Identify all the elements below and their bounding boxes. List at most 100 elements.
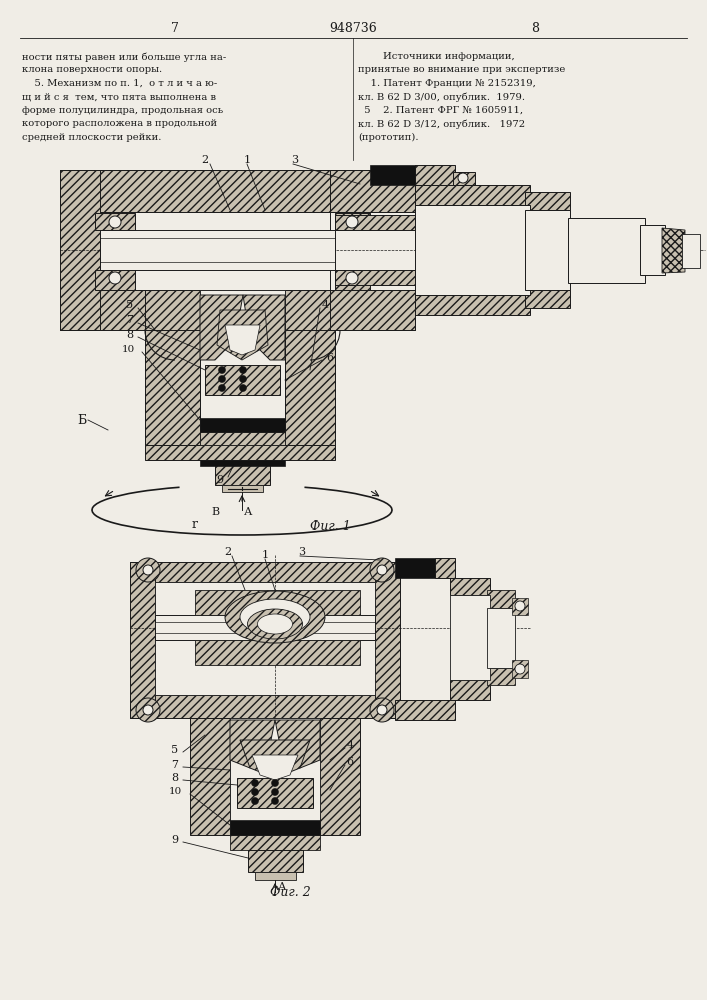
Text: Источники информации,: Источники информации, [358, 52, 515, 61]
Polygon shape [512, 598, 528, 615]
Text: Фиг. 2: Фиг. 2 [269, 886, 310, 898]
Circle shape [218, 375, 226, 382]
Text: 8: 8 [171, 773, 179, 783]
Polygon shape [145, 330, 200, 445]
Polygon shape [640, 225, 665, 275]
Polygon shape [100, 230, 335, 270]
Circle shape [377, 705, 387, 715]
Text: 7: 7 [172, 760, 178, 770]
Circle shape [346, 272, 358, 284]
Polygon shape [130, 695, 400, 718]
Text: 5: 5 [127, 300, 134, 310]
Text: 6: 6 [346, 757, 354, 767]
Polygon shape [415, 205, 530, 295]
Circle shape [370, 698, 394, 722]
Polygon shape [230, 835, 320, 850]
Polygon shape [230, 718, 320, 835]
Ellipse shape [257, 614, 293, 634]
Text: 1: 1 [243, 155, 250, 165]
Polygon shape [95, 213, 135, 230]
Text: 9: 9 [216, 475, 223, 485]
Polygon shape [230, 820, 320, 835]
Polygon shape [525, 192, 570, 210]
Text: 8: 8 [531, 21, 539, 34]
Text: В: В [211, 507, 219, 517]
Polygon shape [252, 755, 298, 780]
Text: 7: 7 [127, 315, 134, 325]
Polygon shape [375, 562, 400, 718]
Polygon shape [200, 290, 285, 445]
Text: 5: 5 [171, 745, 179, 755]
Text: которого расположена в продольной: которого расположена в продольной [22, 119, 217, 128]
Polygon shape [525, 210, 570, 290]
Polygon shape [145, 445, 335, 460]
Polygon shape [248, 850, 303, 872]
Polygon shape [155, 615, 375, 640]
Polygon shape [395, 700, 455, 720]
Polygon shape [285, 330, 335, 445]
Text: 1: 1 [262, 550, 269, 560]
Polygon shape [222, 485, 263, 492]
Text: 3: 3 [291, 155, 298, 165]
Polygon shape [60, 170, 420, 212]
Text: кл. В 62 D 3/12, опублик.   1972: кл. В 62 D 3/12, опублик. 1972 [358, 119, 525, 129]
Polygon shape [243, 295, 285, 360]
Polygon shape [450, 680, 490, 700]
Polygon shape [100, 212, 330, 290]
Text: щ и й с я  тем, что пята выполнена в: щ и й с я тем, что пята выполнена в [22, 93, 216, 102]
Circle shape [252, 788, 259, 796]
Circle shape [515, 664, 525, 674]
Polygon shape [200, 460, 285, 466]
Polygon shape [330, 290, 415, 330]
Polygon shape [230, 720, 275, 768]
Circle shape [370, 558, 394, 582]
Polygon shape [130, 562, 400, 582]
Text: r: r [192, 518, 198, 532]
Text: 10: 10 [168, 788, 182, 796]
Polygon shape [453, 172, 475, 185]
Text: 2: 2 [224, 547, 232, 557]
Polygon shape [450, 595, 490, 680]
Polygon shape [95, 270, 135, 290]
Polygon shape [370, 165, 415, 185]
Text: 3: 3 [298, 547, 305, 557]
Polygon shape [195, 590, 360, 615]
Circle shape [218, 384, 226, 391]
Text: 5. Механизм по п. 1,  о т л и ч а ю-: 5. Механизм по п. 1, о т л и ч а ю- [22, 79, 217, 88]
Circle shape [143, 705, 153, 715]
Polygon shape [450, 578, 490, 595]
Text: кл. В 62 D 3/00, опублик.  1979.: кл. В 62 D 3/00, опублик. 1979. [358, 93, 525, 102]
Polygon shape [487, 590, 515, 608]
Circle shape [252, 780, 259, 786]
Polygon shape [320, 718, 360, 835]
Polygon shape [395, 558, 435, 578]
Polygon shape [200, 432, 285, 445]
Polygon shape [200, 418, 285, 432]
Text: 948736: 948736 [329, 21, 377, 34]
Circle shape [240, 375, 247, 382]
Text: (прототип).: (прототип). [358, 133, 419, 142]
Polygon shape [205, 365, 280, 395]
Polygon shape [225, 325, 260, 355]
Polygon shape [285, 290, 335, 445]
Polygon shape [682, 234, 700, 268]
Text: принятые во внимание при экспертизе: принятые во внимание при экспертизе [358, 66, 566, 75]
Polygon shape [240, 740, 310, 778]
Text: Б: Б [77, 414, 87, 426]
Circle shape [109, 216, 121, 228]
Text: 7: 7 [171, 21, 179, 34]
Polygon shape [60, 170, 100, 330]
Text: 9: 9 [171, 835, 179, 845]
Polygon shape [335, 270, 415, 285]
Polygon shape [155, 582, 375, 695]
Text: 6: 6 [327, 353, 334, 363]
Text: 5    2. Патент ФРГ № 1605911,: 5 2. Патент ФРГ № 1605911, [358, 106, 523, 115]
Polygon shape [60, 170, 415, 212]
Text: 2: 2 [201, 155, 209, 165]
Polygon shape [487, 668, 515, 685]
Polygon shape [190, 718, 230, 835]
Text: ности пяты равен или больше угла на-: ности пяты равен или больше угла на- [22, 52, 226, 62]
Polygon shape [200, 295, 243, 360]
Text: Фиг. 1: Фиг. 1 [310, 520, 351, 534]
Circle shape [515, 601, 525, 611]
